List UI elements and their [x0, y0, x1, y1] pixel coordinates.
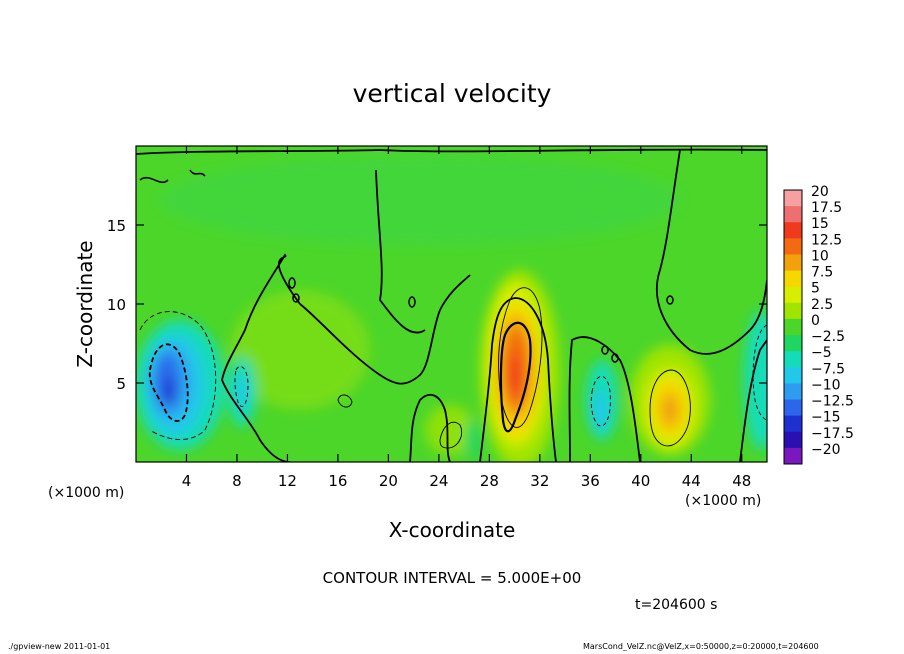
colorbar-swatch	[784, 286, 802, 304]
colorbar-label: −15	[811, 410, 841, 426]
colorbar-swatch	[784, 254, 802, 272]
zero-contour	[221, 253, 301, 462]
x-tick-label: 32	[530, 472, 549, 490]
x-tick-label: 12	[278, 472, 297, 490]
x-tick-label: 16	[328, 472, 347, 490]
zero-contour	[568, 336, 641, 462]
footer-left: ./gpview-new 2011-01-01	[8, 642, 110, 651]
positive-contour	[499, 321, 532, 433]
colorbar-frame	[783, 189, 803, 465]
x-tick-label: 44	[682, 472, 701, 490]
positive-contour	[498, 287, 543, 428]
negative-contour	[590, 375, 611, 427]
colorbar-label: −10	[811, 377, 841, 393]
negative-contour	[752, 324, 767, 421]
plot-field	[136, 146, 767, 462]
positive-contour	[337, 394, 353, 408]
time-note: t=204600 s	[635, 597, 717, 613]
colorbar-label: −12.5	[811, 394, 854, 410]
x-tick-label: 20	[379, 472, 398, 490]
negative-contour	[148, 343, 189, 422]
y-tick-label: 15	[107, 217, 126, 235]
positive-contour	[649, 369, 691, 447]
x-tick-label: 24	[429, 472, 448, 490]
colorbar-swatch	[784, 447, 802, 465]
x-tick-label: 40	[631, 472, 650, 490]
zero-contour	[479, 297, 557, 462]
colorbar-swatch	[784, 238, 802, 255]
x-tick-label: 28	[480, 472, 499, 490]
colorbar-swatch	[784, 351, 802, 368]
colorbar-label: −2.5	[811, 329, 845, 345]
y-tick-label: 10	[107, 296, 126, 314]
colorbar-swatch	[784, 270, 802, 288]
contour-interval-note: CONTOUR INTERVAL = 5.000E+00	[323, 569, 582, 587]
y-tick-label: 5	[116, 375, 126, 393]
positive-contour	[439, 421, 463, 449]
colorbar-swatch	[784, 399, 802, 417]
loop-contour	[611, 353, 619, 363]
zero-contour	[299, 274, 471, 385]
colorbar-label: 15	[811, 216, 829, 232]
loop-contour	[601, 345, 609, 355]
colorbar-label: 17.5	[811, 200, 842, 216]
x-tick-label: 8	[232, 472, 242, 490]
colorbar-swatch	[784, 335, 802, 352]
colorbar-label: −5	[811, 345, 832, 361]
shading-blobs	[136, 155, 767, 462]
zero-contour	[139, 169, 206, 184]
x-axis-label: X-coordinate	[389, 518, 516, 542]
colorbar-swatch	[784, 415, 802, 433]
loop-contour	[292, 293, 300, 303]
colorbar-swatch	[784, 383, 802, 401]
y-axis-label: Z-coordinate	[73, 240, 97, 367]
zero-contour	[739, 339, 767, 462]
zero-contour	[375, 169, 426, 334]
colorbar-swatch	[784, 190, 802, 207]
zero-contour	[136, 148, 767, 155]
colorbar-label: 2.5	[811, 297, 833, 313]
colorbar-label: 0	[811, 313, 820, 329]
chart-title: vertical velocity	[353, 79, 552, 108]
colorbar-label: 7.5	[811, 265, 833, 281]
colorbar-swatch	[784, 302, 802, 320]
loop-contour	[408, 296, 416, 308]
colorbar-label: 10	[811, 248, 829, 264]
colorbar-label: 12.5	[811, 232, 842, 248]
colorbar-label: 5	[811, 281, 820, 297]
colorbar-label: −20	[811, 442, 841, 458]
contours	[136, 148, 767, 462]
colorbar-label: −7.5	[811, 361, 845, 377]
colorbar: 2017.51512.5107.552.50−2.5−5−7.5−10−12.5…	[783, 184, 854, 465]
colorbar-label: 20	[811, 184, 829, 200]
colorbar-swatch	[784, 367, 802, 384]
negative-contour	[139, 311, 217, 440]
y-unit-note: (×1000 m)	[48, 485, 124, 501]
zero-contour	[409, 393, 451, 462]
loop-contour	[288, 277, 296, 289]
colorbar-swatch	[784, 318, 802, 336]
colorbar-swatch	[784, 222, 802, 239]
x-unit-note: (×1000 m)	[685, 493, 761, 509]
colorbar-label: −17.5	[811, 426, 854, 442]
negative-contour	[234, 366, 249, 407]
footer-right: MarsCond_VelZ.nc@VelZ,x=0:50000,z=0:2000…	[583, 642, 819, 651]
colorbar-swatch	[784, 431, 802, 449]
colorbar-swatch	[784, 206, 802, 223]
x-tick-label: 4	[182, 472, 192, 490]
loop-contour	[666, 295, 674, 305]
x-tick-label: 48	[732, 472, 751, 490]
x-tick-label: 36	[581, 472, 600, 490]
zero-contour	[655, 149, 767, 355]
